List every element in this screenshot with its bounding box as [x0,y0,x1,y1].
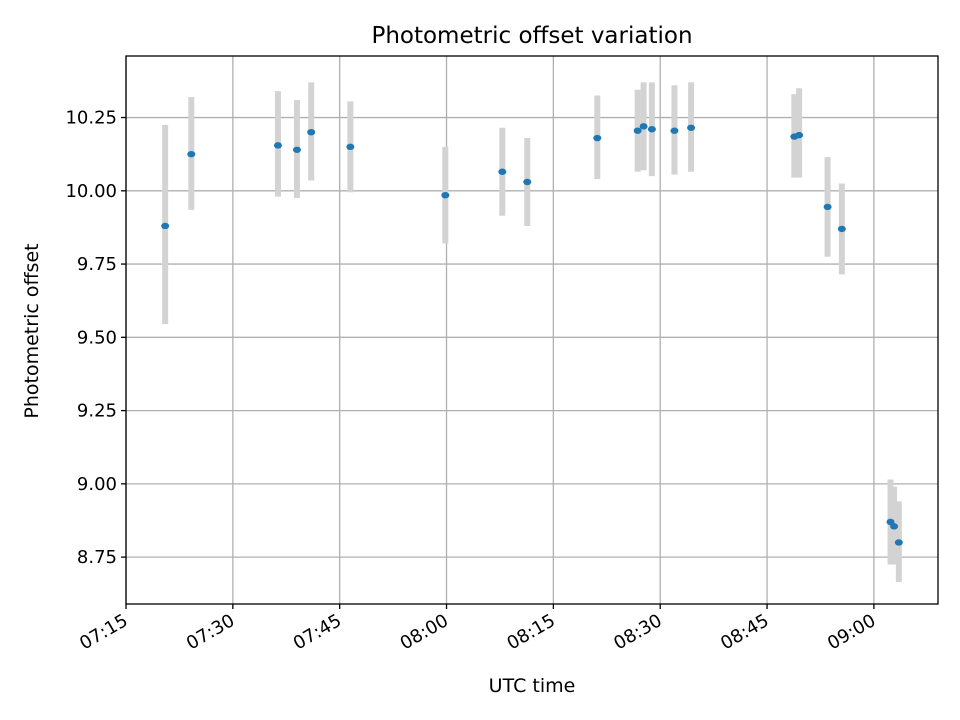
data-point [670,127,679,134]
data-point [273,142,282,149]
y-tick-label: 9.00 [77,474,117,495]
chart-title: Photometric offset variation [371,23,692,49]
ticks [121,116,875,609]
x-axis-label: UTC time [489,675,576,697]
y-tick-label: 10.25 [65,108,117,129]
y-axis-label: Photometric offset [21,243,43,418]
plot-frame [125,55,939,605]
y-tick-label: 9.50 [77,327,117,348]
data-point [187,150,196,158]
data-point [633,127,642,134]
data-point [593,134,602,142]
data-point [647,126,656,133]
data-point [161,222,170,230]
data-points [161,123,903,546]
data-point [639,123,648,130]
y-tick-label: 9.75 [77,254,117,275]
data-point [837,225,846,233]
data-point [441,191,450,199]
data-point [346,143,355,151]
data-point [292,146,301,153]
data-point [823,203,832,211]
y-tick-label: 10.00 [65,181,117,202]
data-point [687,124,696,131]
data-point [523,178,532,186]
data-point [307,128,316,136]
y-tick-label: 9.25 [77,401,117,422]
y-tick-label: 8.75 [77,547,117,568]
data-point [890,523,899,530]
data-point [795,131,804,139]
data-point [894,539,903,546]
data-point [498,168,507,175]
grid [125,56,938,604]
